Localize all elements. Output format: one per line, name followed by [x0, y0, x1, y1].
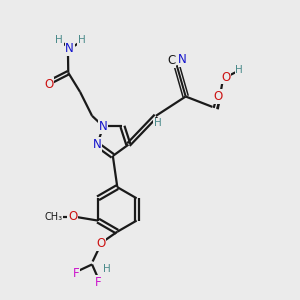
Text: H: H [235, 65, 243, 75]
Text: F: F [95, 276, 101, 289]
Text: O: O [44, 78, 54, 91]
Text: N: N [99, 120, 108, 133]
Text: O: O [68, 210, 77, 224]
Text: O: O [221, 71, 230, 84]
Text: H: H [56, 35, 63, 45]
Text: O: O [96, 237, 106, 250]
Text: N: N [93, 138, 102, 151]
Text: N: N [65, 42, 74, 56]
Text: F: F [72, 267, 79, 280]
Text: H: H [154, 118, 161, 128]
Text: H: H [103, 264, 111, 274]
Text: CH₃: CH₃ [44, 212, 62, 222]
Text: O: O [214, 90, 223, 103]
Text: C: C [167, 54, 175, 67]
Text: N: N [178, 53, 187, 66]
Text: H: H [78, 35, 86, 45]
